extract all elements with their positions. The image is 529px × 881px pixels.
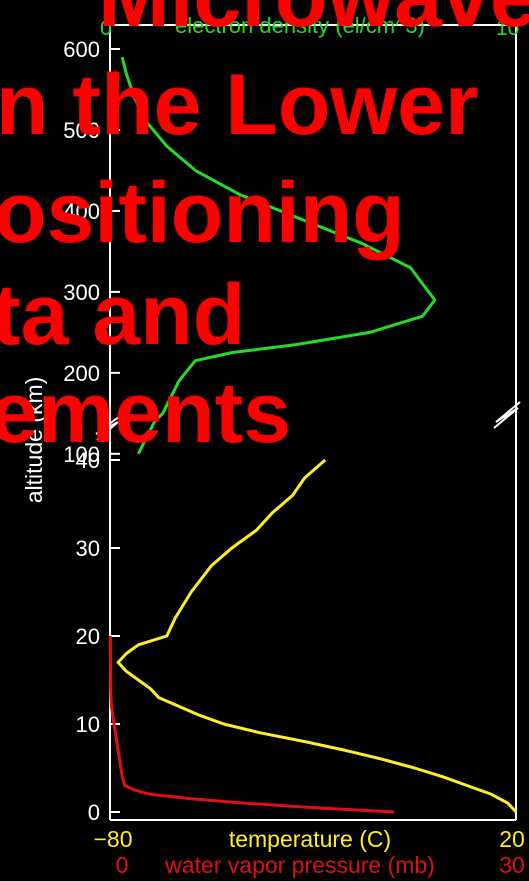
vapor-axis-label: water vapor pressure (mb) <box>164 852 435 878</box>
ionosphere-tick-label-500: 500 <box>63 118 100 143</box>
vapor-axis-max: 30 <box>499 852 525 878</box>
ionosphere-tick-label-100: 100 <box>63 442 100 467</box>
ionosphere-tick-label-200: 200 <box>63 361 100 386</box>
vapor-axis-min: 0 <box>116 852 129 878</box>
electron-density-line <box>120 56 437 455</box>
axis-break-left <box>95 415 121 441</box>
ionosphere-tick-label-400: 400 <box>63 199 100 224</box>
lower-tick-label-40: 40 <box>76 448 100 473</box>
lower-tick-label-30: 30 <box>76 536 100 561</box>
axis-break-right <box>493 401 521 429</box>
top-axis-label: electron density (el/cm^3) <box>175 13 425 38</box>
ionosphere-ticks: 100 200 300 400 500 600 <box>63 37 120 467</box>
temp-axis-label: temperature (C) <box>229 826 391 852</box>
lower-tick-label-0: 0 <box>88 800 100 825</box>
top-axis-left-value: 0 <box>100 17 112 40</box>
ionosphere-tick-label-300: 300 <box>63 280 100 305</box>
lower-tick-label-20: 20 <box>76 624 100 649</box>
temperature-line <box>116 458 518 814</box>
ionosphere-tick-label-600: 600 <box>63 37 100 62</box>
y-axis-label: altitude (km) <box>21 377 47 504</box>
top-axis-right-value: 106 <box>496 13 527 40</box>
lower-atmosphere-ticks: 0 10 20 30 40 <box>76 448 120 825</box>
temp-axis-min: −80 <box>93 826 132 852</box>
temp-axis-max: 20 <box>499 826 525 852</box>
lower-tick-label-10: 10 <box>76 712 100 737</box>
water-vapor-line <box>108 635 395 814</box>
